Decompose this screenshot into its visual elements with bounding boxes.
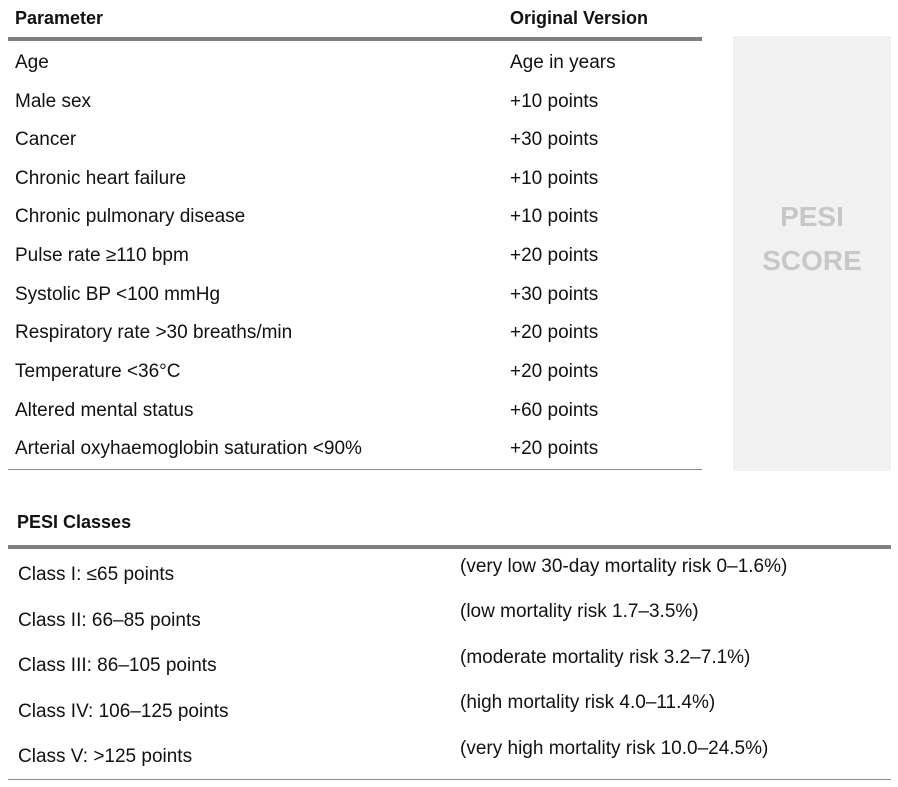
parameter-column-header: Parameter xyxy=(15,8,104,28)
parameter-cell: Respiratory rate >30 breaths/min xyxy=(15,322,293,343)
value-cell: +30 points xyxy=(510,284,599,305)
parameter-cell: Chronic pulmonary disease xyxy=(15,206,246,227)
value-cell: Age in years xyxy=(510,52,616,73)
version-column-header: Original Version xyxy=(510,8,649,28)
class-cell: Class IV: 106–125 points xyxy=(18,701,229,722)
risk-cell: (very high mortality risk 10.0–24.5%) xyxy=(460,738,769,759)
classes-header-divider xyxy=(8,545,891,549)
parameter-cell: Cancer xyxy=(15,129,77,150)
pesi-score-panel: PESI SCORE xyxy=(733,36,891,471)
value-cell: +20 points xyxy=(510,361,599,382)
pesi-score-line-2: SCORE xyxy=(762,244,862,276)
risk-cell: (very low 30-day mortality risk 0–1.6%) xyxy=(460,556,788,577)
class-cell: Class II: 66–85 points xyxy=(18,610,201,631)
value-cell: +30 points xyxy=(510,129,599,150)
risk-cell: (low mortality risk 1.7–3.5%) xyxy=(460,601,699,622)
value-cell: +10 points xyxy=(510,206,599,227)
parameter-cell: Altered mental status xyxy=(15,400,194,421)
parameter-cell: Age xyxy=(15,52,49,73)
parameter-cell: Male sex xyxy=(15,91,92,112)
risk-cell: (high mortality risk 4.0–11.4%) xyxy=(460,692,716,713)
class-cell: Class I: ≤65 points xyxy=(18,564,175,585)
class-cell: Class III: 86–105 points xyxy=(18,655,217,676)
parameter-cell: Arterial oxyhaemoglobin saturation <90% xyxy=(15,438,362,459)
class-cell: Class V: >125 points xyxy=(18,746,193,767)
pesi-score-line-1: PESI xyxy=(780,200,844,232)
risk-cell: (moderate mortality risk 3.2–7.1%) xyxy=(460,647,751,668)
value-cell: +20 points xyxy=(510,245,599,266)
value-cell: +10 points xyxy=(510,168,599,189)
value-cell: +20 points xyxy=(510,438,599,459)
value-cell: +10 points xyxy=(510,91,599,112)
parameter-cell: Temperature <36°C xyxy=(15,361,181,382)
classes-bottom-rule xyxy=(8,779,891,780)
pesi-score-label: PESI SCORE xyxy=(762,195,862,283)
parameter-cell: Pulse rate ≥110 bpm xyxy=(15,245,189,266)
parameter-cell: Chronic heart failure xyxy=(15,168,187,189)
table-bottom-rule xyxy=(8,469,702,470)
header-divider xyxy=(8,37,702,41)
classes-title: PESI Classes xyxy=(17,512,132,532)
parameter-cell: Systolic BP <100 mmHg xyxy=(15,284,221,305)
value-cell: +20 points xyxy=(510,322,599,343)
value-cell: +60 points xyxy=(510,400,599,421)
